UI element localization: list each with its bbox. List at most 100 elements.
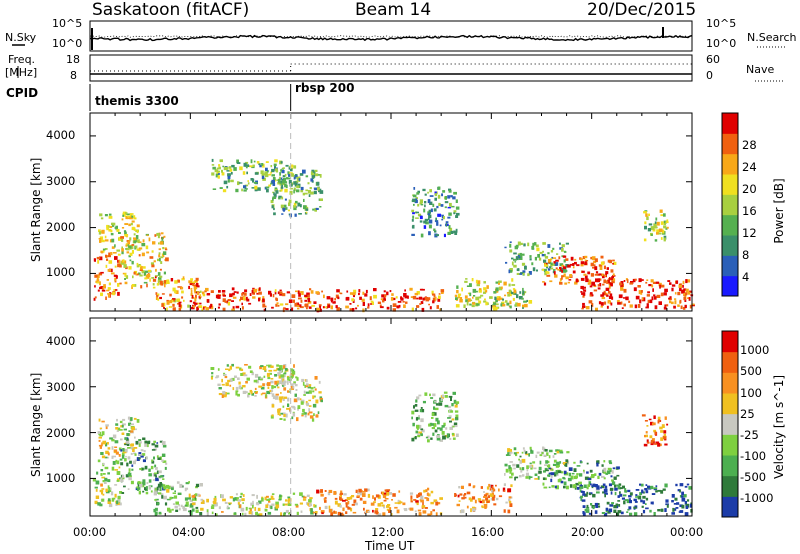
data-cell — [153, 456, 155, 460]
data-cell — [290, 386, 294, 390]
data-cell — [122, 418, 126, 421]
data-cell — [273, 385, 277, 389]
cpid-label: CPID — [6, 86, 39, 100]
data-cell — [418, 424, 422, 429]
data-cell — [152, 241, 156, 245]
data-cell — [287, 390, 289, 393]
data-cell — [264, 171, 268, 176]
data-cell — [218, 170, 220, 173]
data-cell — [97, 289, 100, 292]
data-cell — [312, 395, 316, 398]
data-cell — [507, 452, 511, 456]
data-cell — [664, 304, 667, 307]
data-cell — [155, 296, 159, 300]
data-cell — [591, 485, 595, 487]
data-cell — [123, 230, 127, 232]
data-cell — [296, 302, 300, 306]
data-cell — [660, 237, 663, 240]
data-cell — [258, 291, 262, 295]
data-cell — [124, 223, 129, 225]
data-cell — [684, 304, 687, 309]
data-cell — [320, 489, 323, 493]
data-cell — [284, 204, 287, 207]
data-cell — [653, 294, 656, 297]
data-cell — [453, 399, 457, 404]
data-cell — [124, 437, 128, 440]
data-cell — [129, 430, 134, 433]
data-cell — [535, 244, 539, 248]
data-cell — [559, 263, 564, 267]
data-cell — [261, 175, 265, 179]
data-cell — [513, 264, 517, 268]
data-cell — [125, 474, 129, 478]
data-cell — [277, 305, 280, 307]
data-cell — [660, 292, 664, 297]
data-cell — [116, 249, 120, 252]
data-cell — [236, 159, 239, 164]
data-cell — [411, 219, 414, 222]
data-cell — [362, 302, 365, 306]
data-cell — [115, 275, 118, 278]
data-cell — [423, 208, 426, 213]
data-cell — [603, 471, 607, 474]
data-cell — [548, 472, 553, 475]
data-cell — [541, 452, 544, 454]
data-cell — [101, 488, 105, 490]
data-cell — [673, 503, 677, 505]
data-cell — [294, 384, 298, 387]
data-cell — [434, 429, 438, 433]
data-cell — [144, 440, 148, 444]
data-cell — [278, 396, 283, 401]
data-cell — [620, 301, 623, 305]
data-cell — [264, 496, 267, 501]
data-cell — [515, 476, 519, 479]
data-cell — [646, 425, 649, 427]
data-cell — [343, 493, 347, 496]
data-cell — [669, 296, 672, 299]
data-cell — [254, 172, 259, 175]
data-cell — [100, 217, 104, 220]
data-cell — [523, 243, 526, 247]
data-cell — [589, 285, 593, 288]
data-cell — [450, 195, 453, 198]
data-cell — [503, 490, 506, 492]
data-cell — [128, 266, 132, 270]
data-cell — [128, 223, 131, 227]
data-cell — [199, 295, 202, 298]
data-cell — [509, 503, 513, 507]
nave-label: Nave — [746, 63, 775, 76]
data-cell — [308, 405, 312, 407]
data-cell — [228, 368, 231, 372]
data-cell — [285, 509, 289, 514]
data-cell — [606, 501, 610, 505]
data-cell — [574, 258, 577, 261]
data-cell — [679, 510, 684, 513]
data-cell — [411, 416, 413, 420]
velocity-cbar-label: Velocity [m s^-1] — [772, 374, 786, 480]
data-cell — [519, 467, 522, 470]
data-cell — [526, 469, 529, 472]
data-cell — [100, 293, 103, 297]
data-cell — [411, 233, 415, 236]
data-cell — [106, 279, 109, 281]
data-cell — [651, 296, 654, 301]
data-cell — [180, 504, 183, 508]
data-cell — [650, 226, 655, 230]
data-cell — [411, 209, 415, 213]
data-cell — [112, 224, 115, 227]
data-cell — [531, 245, 535, 250]
data-cell — [413, 187, 416, 190]
data-cell — [666, 219, 669, 222]
data-cell — [671, 512, 675, 515]
data-cell — [583, 470, 585, 474]
data-cell — [124, 443, 127, 446]
data-cell — [100, 250, 104, 254]
data-cell — [582, 493, 586, 496]
data-cell — [130, 222, 133, 226]
data-cell — [131, 285, 133, 289]
data-cell — [155, 467, 158, 470]
data-cell — [586, 504, 589, 508]
data-cell — [128, 422, 131, 426]
data-cell — [227, 175, 231, 180]
data-cell — [184, 487, 187, 492]
